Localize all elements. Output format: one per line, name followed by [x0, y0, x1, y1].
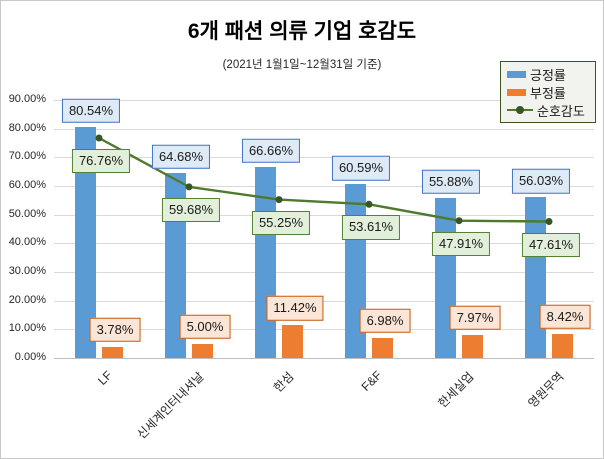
- net-favorability-label: 47.91%: [431, 231, 491, 256]
- negative-rate-bar: [462, 335, 483, 358]
- legend-item-net-favorability: 순호감도: [507, 101, 595, 119]
- net-favorability-label: 47.61%: [521, 232, 581, 257]
- positive-rate-bar: [75, 127, 96, 358]
- positive-rate-swatch-icon: [507, 70, 526, 78]
- negative-rate-label: 3.78%: [89, 317, 141, 343]
- net-favorability-label: 55.25%: [251, 210, 311, 235]
- legend-item-positive-rate: 긍정률: [507, 65, 595, 83]
- negative-rate-label: 8.42%: [539, 304, 591, 329]
- net-favorability-label: 76.76%: [71, 148, 131, 174]
- horizontal-gridline: [54, 329, 594, 331]
- net-favorability-line-marker-icon: [507, 106, 533, 115]
- positive-rate-label: 56.03%: [511, 169, 571, 194]
- y-axis-tick-label: 70.00%: [8, 150, 46, 163]
- net-favorability-label: 53.61%: [341, 215, 401, 240]
- chart-title: 6개 패션 의류 기업 호감도: [187, 20, 417, 43]
- positive-rate-label: 66.66%: [241, 138, 301, 163]
- y-axis-tick-label: 10.00%: [8, 322, 46, 335]
- negative-rate-label: 7.97%: [449, 305, 501, 331]
- horizontal-gridline: [54, 272, 594, 273]
- x-axis-category-label: 한섬: [270, 369, 297, 395]
- net-favorability-label: 59.68%: [161, 197, 221, 223]
- x-axis-category-label: F&F: [358, 368, 385, 394]
- x-axis-category-label: 신세계인터내셔날: [133, 369, 207, 442]
- negative-rate-bar: [552, 333, 573, 358]
- y-axis-tick-label: 80.00%: [8, 121, 46, 134]
- x-axis-category-label: 영원무역: [525, 369, 567, 411]
- negative-rate-swatch-icon: [507, 88, 526, 96]
- chart-subtitle: (2021년 1월1일~12월31일 기준): [222, 59, 382, 71]
- negative-rate-bar: [102, 347, 123, 358]
- legend-label-net-favorability: 순호감도: [537, 103, 585, 119]
- y-axis-tick-label: 40.00%: [8, 236, 46, 249]
- x-axis-category-label: LF: [95, 368, 115, 388]
- x-axis-line: [54, 358, 594, 359]
- horizontal-gridline: [54, 243, 594, 245]
- y-axis-tick-label: 0.00%: [14, 351, 46, 363]
- positive-rate-label: 60.59%: [331, 156, 391, 181]
- horizontal-gridline: [54, 300, 594, 302]
- negative-rate-label: 6.98%: [359, 308, 411, 333]
- negative-rate-label: 5.00%: [179, 314, 231, 339]
- negative-rate-bar: [192, 343, 213, 358]
- y-axis-tick-label: 30.00%: [8, 265, 46, 277]
- y-axis-tick-label: 60.00%: [8, 179, 46, 191]
- negative-rate-bar: [372, 337, 393, 358]
- positive-rate-label: 55.88%: [421, 169, 481, 194]
- y-axis-tick-label: 90.00%: [8, 93, 46, 105]
- positive-rate-label: 64.68%: [151, 144, 211, 169]
- horizontal-gridline: [54, 128, 594, 130]
- legend-label-negative-rate: 부정률: [530, 85, 566, 101]
- x-axis-category-label: 한세실업: [435, 369, 477, 411]
- y-axis-tick-label: 20.00%: [8, 293, 46, 306]
- y-axis-tick-label: 50.00%: [8, 207, 46, 220]
- negative-rate-label: 11.42%: [266, 296, 324, 321]
- horizontal-gridline: [54, 100, 594, 101]
- negative-rate-bar: [282, 325, 303, 358]
- legend-item-negative-rate: 부정률: [507, 83, 595, 101]
- legend: 긍정률 부정률 순호감도: [500, 61, 596, 123]
- positive-rate-label: 80.54%: [61, 98, 121, 124]
- legend-label-positive-rate: 긍정률: [530, 67, 566, 83]
